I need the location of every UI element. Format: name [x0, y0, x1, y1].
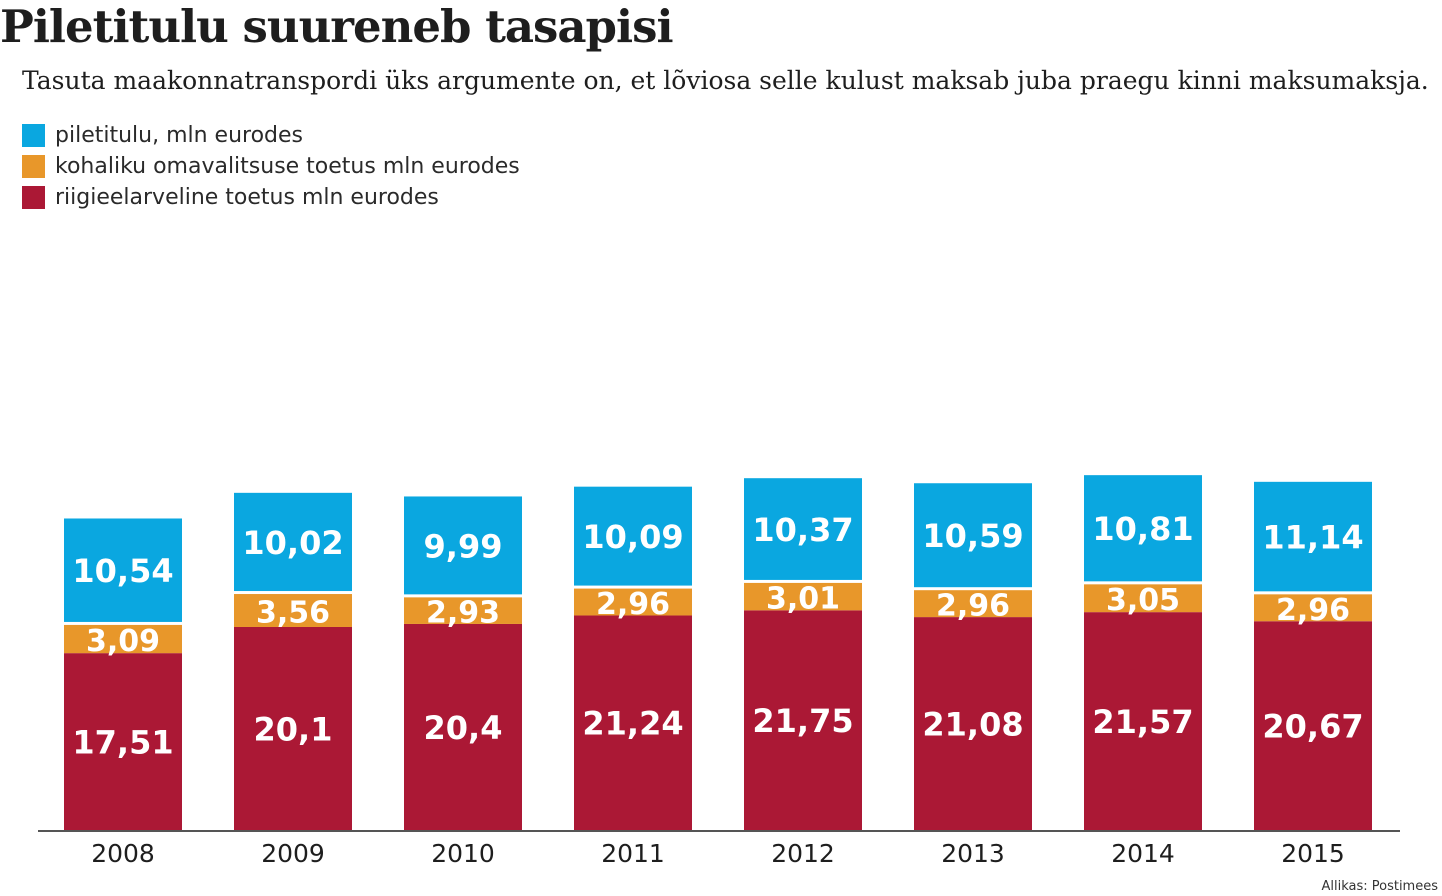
- legend-swatch-kohalik-toetus: [22, 155, 45, 178]
- data-label-piletitulu-mln-eurodes-2014: 10,81: [1092, 510, 1193, 548]
- data-label-kohaliku-omavalitsuse-toetus-mln-eurodes-2011: 2,96: [596, 587, 670, 622]
- data-label-piletitulu-mln-eurodes-2009: 10,02: [242, 524, 343, 562]
- bar-kohaliku-omavalitsuse-toetus-mln-eurodes-2010: [404, 597, 522, 624]
- bar-riigieelarveline-toetus-mln-eurodes-2014: [1084, 612, 1202, 830]
- data-label-kohaliku-omavalitsuse-toetus-mln-eurodes-2015: 2,96: [1276, 593, 1350, 628]
- data-label-riigieelarveline-toetus-mln-eurodes-2012: 21,75: [752, 702, 853, 740]
- bar-riigieelarveline-toetus-mln-eurodes-2008: [64, 653, 182, 830]
- bar-riigieelarveline-toetus-mln-eurodes-2009: [234, 626, 352, 830]
- data-label-kohaliku-omavalitsuse-toetus-mln-eurodes-2013: 2,96: [936, 589, 1010, 624]
- chart-title: Piletitulu suureneb tasapisi: [0, 0, 674, 53]
- bar-kohaliku-omavalitsuse-toetus-mln-eurodes-2009: [234, 594, 352, 627]
- bar-riigieelarveline-toetus-mln-eurodes-2015: [1254, 621, 1372, 830]
- bar-kohaliku-omavalitsuse-toetus-mln-eurodes-2012: [744, 582, 862, 611]
- x-tick-label-2009: 2009: [261, 839, 325, 868]
- x-tick-label-2011: 2011: [601, 839, 665, 868]
- data-label-riigieelarveline-toetus-mln-eurodes-2011: 21,24: [582, 705, 683, 743]
- data-label-piletitulu-mln-eurodes-2012: 10,37: [752, 511, 853, 549]
- bar-piletitulu-mln-eurodes-2008: [64, 518, 182, 622]
- x-tick-label-2014: 2014: [1111, 839, 1175, 868]
- data-label-piletitulu-mln-eurodes-2011: 10,09: [582, 518, 683, 556]
- legend-swatch-piletitulu: [22, 124, 45, 147]
- legend-item-kohalik-toetus: kohaliku omavalitsuse toetus mln eurodes: [22, 151, 520, 182]
- data-label-piletitulu-mln-eurodes-2008: 10,54: [72, 552, 173, 590]
- bar-kohaliku-omavalitsuse-toetus-mln-eurodes-2008: [64, 624, 182, 654]
- data-label-kohaliku-omavalitsuse-toetus-mln-eurodes-2010: 2,93: [426, 596, 500, 631]
- x-tick-label-2012: 2012: [771, 839, 835, 868]
- bar-piletitulu-mln-eurodes-2009: [234, 492, 352, 592]
- bar-kohaliku-omavalitsuse-toetus-mln-eurodes-2015: [1254, 594, 1372, 622]
- legend-item-piletitulu: piletitulu, mln eurodes: [22, 120, 520, 151]
- bar-kohaliku-omavalitsuse-toetus-mln-eurodes-2013: [914, 590, 1032, 618]
- bar-riigieelarveline-toetus-mln-eurodes-2012: [744, 610, 862, 830]
- bar-piletitulu-mln-eurodes-2015: [1254, 481, 1372, 592]
- chart-subtitle: Tasuta maakonnatranspordi üks argumente …: [22, 66, 1429, 95]
- legend-swatch-riigi-toetus: [22, 186, 45, 209]
- data-label-riigieelarveline-toetus-mln-eurodes-2010: 20,4: [424, 709, 503, 747]
- data-label-kohaliku-omavalitsuse-toetus-mln-eurodes-2008: 3,09: [86, 624, 160, 659]
- data-label-piletitulu-mln-eurodes-2015: 11,14: [1262, 519, 1363, 557]
- bar-piletitulu-mln-eurodes-2011: [574, 486, 692, 586]
- data-label-riigieelarveline-toetus-mln-eurodes-2008: 17,51: [72, 724, 173, 762]
- bar-riigieelarveline-toetus-mln-eurodes-2013: [914, 617, 1032, 830]
- data-label-riigieelarveline-toetus-mln-eurodes-2014: 21,57: [1092, 703, 1193, 741]
- data-label-riigieelarveline-toetus-mln-eurodes-2013: 21,08: [922, 706, 1023, 744]
- legend-item-riigi-toetus: riigieelarveline toetus mln eurodes: [22, 182, 520, 213]
- data-label-piletitulu-mln-eurodes-2013: 10,59: [922, 517, 1023, 555]
- legend-label-piletitulu: piletitulu, mln eurodes: [55, 123, 304, 148]
- x-tick-label-2013: 2013: [941, 839, 1005, 868]
- data-label-riigieelarveline-toetus-mln-eurodes-2009: 20,1: [254, 710, 333, 748]
- x-tick-label-2010: 2010: [431, 839, 495, 868]
- bar-piletitulu-mln-eurodes-2010: [404, 496, 522, 595]
- data-label-kohaliku-omavalitsuse-toetus-mln-eurodes-2014: 3,05: [1106, 583, 1180, 618]
- x-tick-label-2015: 2015: [1281, 839, 1345, 868]
- bar-kohaliku-omavalitsuse-toetus-mln-eurodes-2014: [1084, 584, 1202, 613]
- legend: piletitulu, mln eurodes kohaliku omavali…: [22, 120, 520, 213]
- legend-label-kohalik-toetus: kohaliku omavalitsuse toetus mln eurodes: [55, 154, 520, 179]
- bar-kohaliku-omavalitsuse-toetus-mln-eurodes-2011: [574, 588, 692, 616]
- bar-riigieelarveline-toetus-mln-eurodes-2011: [574, 615, 692, 830]
- data-label-kohaliku-omavalitsuse-toetus-mln-eurodes-2012: 3,01: [766, 582, 840, 617]
- bar-piletitulu-mln-eurodes-2014: [1084, 475, 1202, 582]
- data-label-kohaliku-omavalitsuse-toetus-mln-eurodes-2009: 3,56: [256, 596, 330, 631]
- x-tick-label-2008: 2008: [91, 839, 155, 868]
- bar-piletitulu-mln-eurodes-2012: [744, 478, 862, 580]
- data-label-riigieelarveline-toetus-mln-eurodes-2015: 20,67: [1262, 708, 1363, 746]
- legend-label-riigi-toetus: riigieelarveline toetus mln eurodes: [55, 185, 439, 210]
- source-note: Allikas: Postimees: [1321, 879, 1438, 894]
- data-label-piletitulu-mln-eurodes-2010: 9,99: [424, 527, 503, 565]
- bar-piletitulu-mln-eurodes-2013: [914, 483, 1032, 588]
- bar-riigieelarveline-toetus-mln-eurodes-2010: [404, 623, 522, 830]
